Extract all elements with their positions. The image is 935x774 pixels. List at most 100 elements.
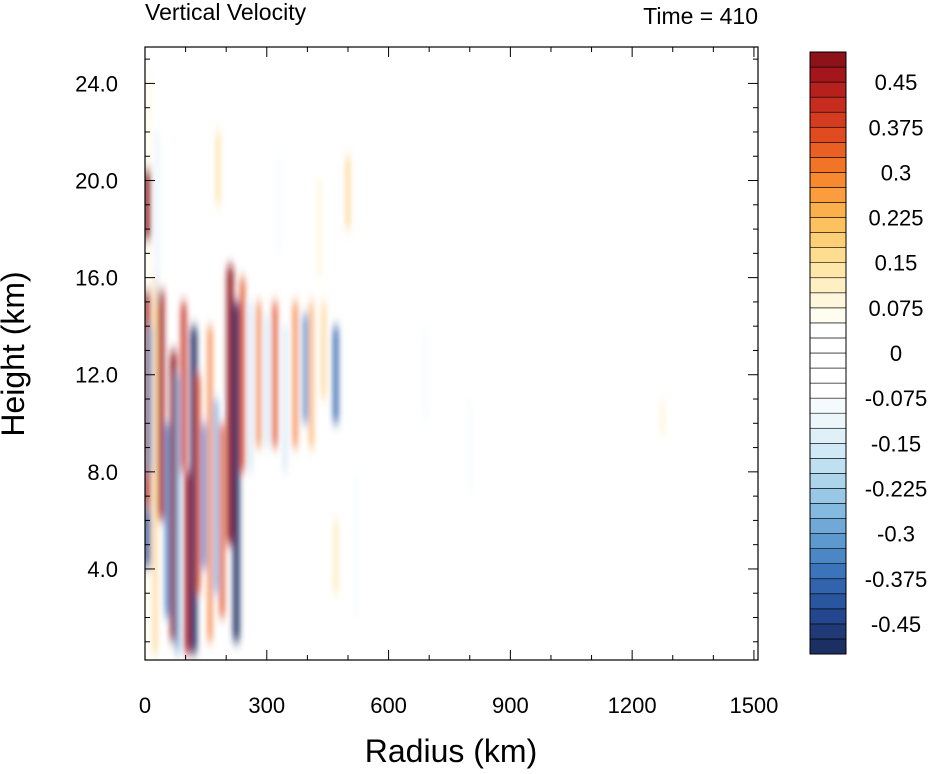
colorbar-bin (809, 217, 847, 233)
velocity-streak-39 (661, 399, 665, 436)
colorbar-frame (809, 51, 847, 655)
colorbar-label: 0.375 (868, 115, 923, 140)
velocity-streak-21 (239, 277, 245, 472)
colorbar-bin (809, 187, 847, 203)
y-tick-label: 4.0 (87, 557, 118, 582)
velocity-streak-30 (322, 301, 326, 400)
colorbar-labels: 0.45 0.375 0.3 0.225 0.15 0.075 0 -0.075 -0.15 -0… (865, 70, 927, 637)
y-axis-label: Height (km) (0, 271, 31, 436)
velocity-streak-17 (213, 399, 219, 594)
velocity-streak-5 (153, 277, 157, 654)
velocity-streak-20 (232, 301, 240, 642)
colorbar-bin (809, 292, 847, 309)
colorbar-bin (809, 51, 847, 68)
colorbar-bin (809, 503, 847, 519)
colorbar-label: 0.3 (881, 160, 912, 185)
colorbar-bin (809, 442, 847, 459)
colorbar-bin (809, 142, 847, 158)
colorbar-bin (809, 458, 847, 474)
colorbar-bin (809, 623, 847, 640)
colorbar-bin (809, 578, 847, 595)
velocity-streak-3 (145, 508, 151, 569)
colorbar-bin (809, 638, 847, 655)
colorbar-bin (809, 608, 847, 625)
velocity-streak-38 (468, 399, 472, 497)
x-axis-label: Radius (km) (365, 733, 537, 769)
colorbar-bin (809, 352, 847, 369)
velocity-streak-26 (283, 326, 287, 472)
y-tick-label: 16.0 (75, 266, 118, 291)
y-tick-label: 8.0 (87, 460, 118, 485)
axis-ticks (144, 47, 758, 660)
colorbar-label: 0.45 (875, 70, 918, 95)
velocity-field (145, 71, 665, 654)
velocity-streak-8 (164, 423, 170, 618)
colorbar-bin (809, 533, 847, 549)
colorbar-bin (809, 412, 847, 429)
colorbar-bin (809, 262, 847, 279)
x-tick-label: 900 (492, 693, 529, 718)
velocity-streak-22 (249, 301, 253, 472)
colorbar-bin (809, 126, 847, 143)
colorbar-bin (809, 277, 847, 294)
colorbar-label: -0.075 (865, 386, 927, 411)
velocity-streak-10 (175, 374, 180, 654)
velocity-streak-7 (158, 289, 165, 521)
x-tick-label: 600 (370, 693, 407, 718)
y-tick-label: 12.0 (75, 363, 118, 388)
x-tick-label: 0 (139, 693, 151, 718)
x-tick-label: 300 (248, 693, 285, 718)
velocity-streak-40 (216, 131, 220, 205)
velocity-streak-6 (155, 131, 159, 302)
colorbar-bin (809, 157, 847, 173)
velocity-streak-25 (272, 301, 278, 448)
velocity-streak-9 (170, 350, 177, 642)
colorbar-bin (809, 247, 847, 263)
colorbar-bin (809, 518, 847, 534)
colorbar-bin (809, 563, 847, 580)
colorbar-bin (809, 172, 847, 188)
colorbar-bin (809, 548, 847, 565)
velocity-streak-18 (219, 423, 225, 618)
velocity-streak-35 (334, 520, 338, 594)
colorbar-bin (809, 96, 847, 113)
velocity-streak-24 (265, 314, 269, 448)
plot-background (145, 47, 758, 660)
velocity-streak-32 (346, 156, 350, 230)
y-tick-label: 24.0 (75, 71, 118, 96)
colorbar-bin (809, 397, 847, 414)
x-tick-label: 1200 (608, 693, 657, 718)
colorbar-label: -0.225 (865, 476, 927, 501)
colorbar-bin (809, 66, 847, 83)
velocity-streak-33 (277, 156, 281, 254)
colorbar-bin (809, 473, 847, 489)
chart-title: Vertical Velocity (145, 0, 307, 25)
velocity-streak-14 (195, 374, 201, 594)
time-label: Time = 410 (643, 3, 758, 29)
velocity-streak-12 (184, 471, 191, 654)
velocity-streak-37 (423, 326, 427, 424)
colorbar-bin (809, 111, 847, 128)
colorbar-bin (809, 593, 847, 610)
colorbar-bin (809, 232, 847, 248)
velocity-streak-31 (333, 326, 339, 424)
colorbar-label: 0.075 (868, 296, 923, 321)
colorbar-bin (809, 367, 847, 384)
x-tick-label: 1500 (729, 693, 778, 718)
colorbar-bin (809, 337, 847, 354)
velocity-streak-15 (201, 423, 207, 569)
colorbar-label: -0.375 (865, 567, 927, 592)
colorbar-bin (809, 382, 847, 399)
colorbar-bin (809, 81, 847, 98)
y-tick-labels: 4.0 8.0 12.0 16.0 20.0 24.0 (75, 71, 118, 582)
colorbar-label: 0.15 (875, 251, 918, 276)
velocity-streak-23 (256, 301, 261, 448)
colorbar-label: -0.45 (871, 612, 921, 637)
colorbar-label: 0.225 (868, 206, 923, 231)
y-tick-label: 20.0 (75, 169, 118, 194)
velocity-streak-34 (318, 180, 322, 278)
colorbar-bin (809, 322, 847, 339)
velocity-streak-28 (302, 314, 308, 424)
velocity-streak-19 (226, 265, 234, 545)
